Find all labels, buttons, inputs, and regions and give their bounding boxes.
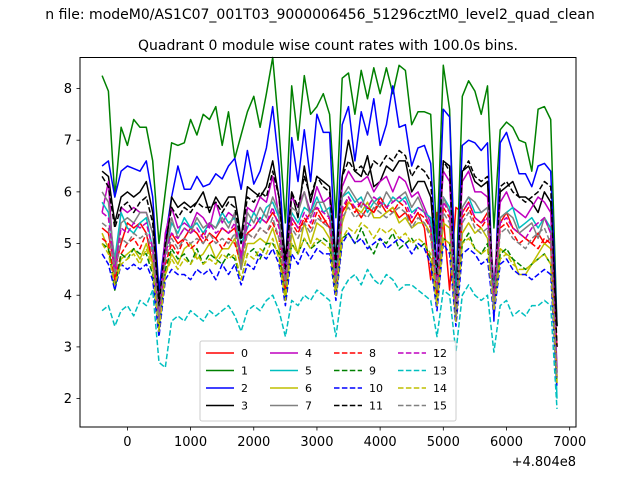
legend-label-8: 8 <box>369 347 376 360</box>
series-line-9 <box>101 227 558 384</box>
legend-label-7: 7 <box>305 400 312 413</box>
x-tick-label: 4000 <box>364 435 397 450</box>
y-tick-label: 5 <box>64 237 72 252</box>
y-tick-label: 8 <box>64 82 72 97</box>
y-tick-label: 6 <box>64 185 72 200</box>
legend-label-11: 11 <box>369 400 383 413</box>
x-tick-label: 6000 <box>490 435 523 450</box>
series-line-14 <box>101 222 558 384</box>
x-tick-label: 2000 <box>237 435 270 450</box>
legend-label-15: 15 <box>433 400 447 413</box>
legend-label-0: 0 <box>241 347 248 360</box>
x-tick-label: 1000 <box>174 435 207 450</box>
series-line-11 <box>101 149 558 347</box>
x-tick-label: 7000 <box>553 435 586 450</box>
legend-label-9: 9 <box>369 365 376 378</box>
series-layer <box>101 56 558 409</box>
legend-label-1: 1 <box>241 365 248 378</box>
series-line-3 <box>101 139 558 327</box>
chart-title: Quadrant 0 module wise count rates with … <box>138 38 518 54</box>
series-line-2 <box>101 85 558 327</box>
series-line-12 <box>101 196 558 373</box>
legend-label-6: 6 <box>305 382 312 395</box>
figure-suptitle: n file: modeM0/AS1C07_001T03_9000006456_… <box>45 7 594 23</box>
series-line-10 <box>101 232 558 389</box>
axis-ticks: 0 1000 2000 3000 4000 5000 6000 7000 2 3 4 5 6 7 8 <box>64 82 587 450</box>
y-tick-label: 2 <box>64 392 72 407</box>
series-line-13 <box>101 268 558 409</box>
series-line-15 <box>101 206 558 378</box>
x-offset-label: +4.804e8 <box>512 455 576 470</box>
legend-label-14: 14 <box>433 382 447 395</box>
plot-frame <box>79 57 577 428</box>
series-line-1 <box>101 56 558 327</box>
y-tick-label: 4 <box>64 289 72 304</box>
legend-label-12: 12 <box>433 347 447 360</box>
x-tick-label: 5000 <box>427 435 460 450</box>
legend-label-3: 3 <box>241 400 248 413</box>
legend-label-2: 2 <box>241 382 248 395</box>
y-tick-label: 3 <box>64 340 72 355</box>
x-tick-label: 3000 <box>300 435 333 450</box>
y-tick-label: 7 <box>64 134 72 149</box>
series-line-6 <box>101 201 558 384</box>
legend-label-13: 13 <box>433 365 447 378</box>
legend-label-5: 5 <box>305 365 312 378</box>
x-tick-label: 0 <box>123 435 131 450</box>
legend-label-4: 4 <box>305 347 312 360</box>
legend-box <box>199 340 457 422</box>
legend-label-10: 10 <box>369 382 383 395</box>
